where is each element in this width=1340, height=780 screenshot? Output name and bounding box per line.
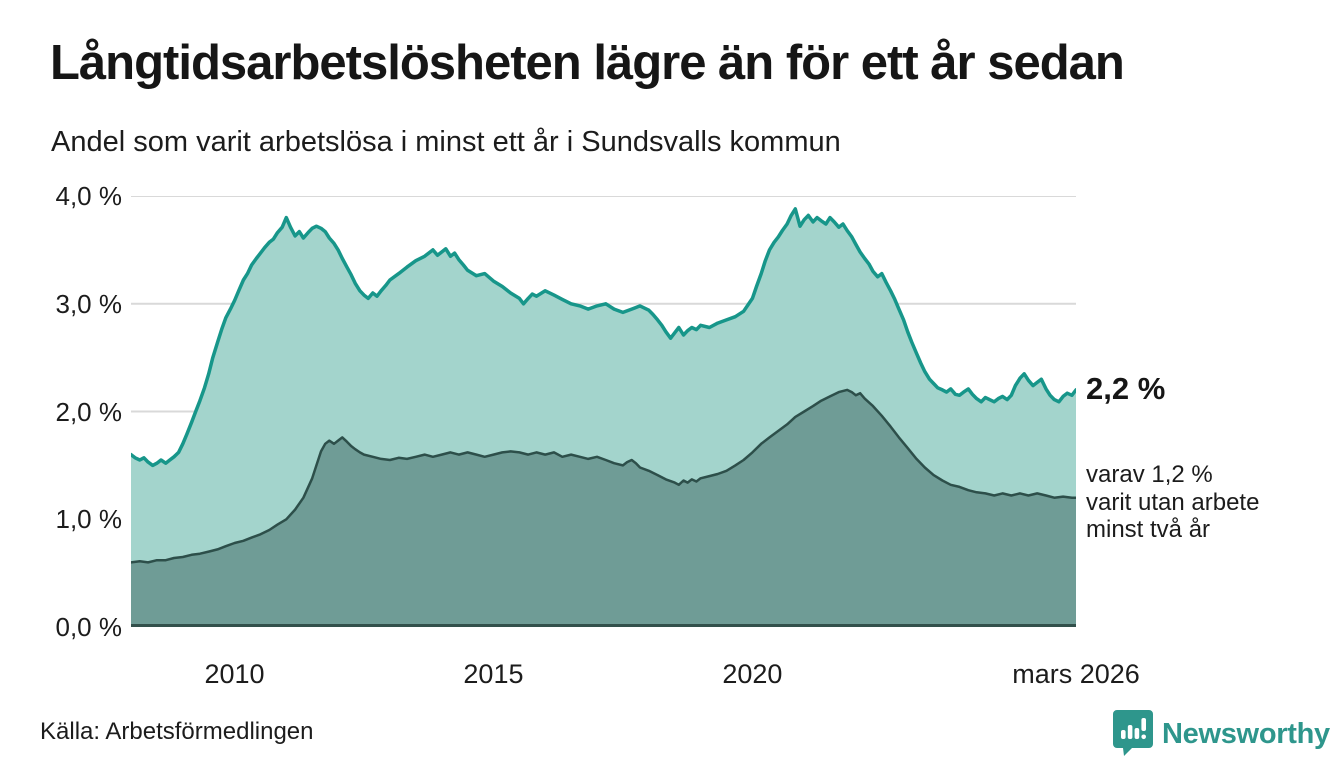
newsworthy-logo[interactable]: Newsworthy: [1112, 708, 1330, 761]
x-tick-label: 2010: [204, 659, 265, 689]
x-tick-label: 2015: [463, 659, 524, 689]
page-title: Långtidsarbetslösheten lägre än för ett …: [50, 36, 1125, 90]
y-tick-label: 0,0 %: [55, 612, 123, 642]
source-note: Källa: Arbetsförmedlingen: [40, 718, 314, 745]
area-chart-plot: [131, 196, 1076, 627]
newsworthy-logotype: Newsworthy: [1162, 718, 1330, 750]
y-tick-label: 1,0 %: [55, 504, 123, 535]
end-label-two-year: varav 1,2 % varit utan arbete minst två …: [1086, 461, 1259, 544]
end-label-two-year-line3: minst två år: [1086, 516, 1211, 543]
end-label-two-year-line2: varit utan arbete: [1086, 488, 1260, 516]
chart-subtitle: Andel som varit arbetslösa i minst ett å…: [51, 126, 841, 158]
end-label-total: 2,2 %: [1086, 371, 1166, 406]
x-tick-label: 2020: [722, 659, 783, 689]
newsworthy-speech-bubble-chart-icon: [1112, 708, 1154, 761]
y-tick-label: 3,0 %: [55, 288, 123, 319]
series-area-two-year: [131, 389, 1076, 627]
y-tick-label: 2,0 %: [55, 396, 123, 427]
x-tick-label: mars 2026: [1012, 659, 1140, 689]
series-line-two-year: [131, 388, 1076, 564]
series-line-one-year: [131, 207, 1076, 468]
y-tick-label: 4,0 %: [55, 181, 123, 211]
end-label-two-year-line1: varav 1,2 %: [1086, 461, 1213, 488]
